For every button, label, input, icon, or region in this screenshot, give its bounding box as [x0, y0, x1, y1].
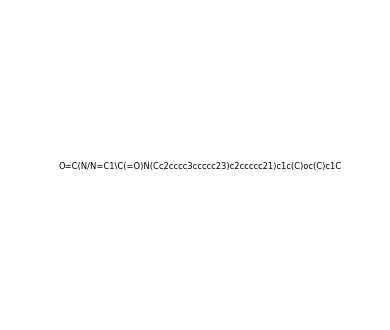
Text: O=C(N/N=C1\C(=O)N(Cc2cccc3ccccc23)c2ccccc21)c1c(C)oc(C)c1C: O=C(N/N=C1\C(=O)N(Cc2cccc3ccccc23)c2cccc… [58, 162, 341, 171]
